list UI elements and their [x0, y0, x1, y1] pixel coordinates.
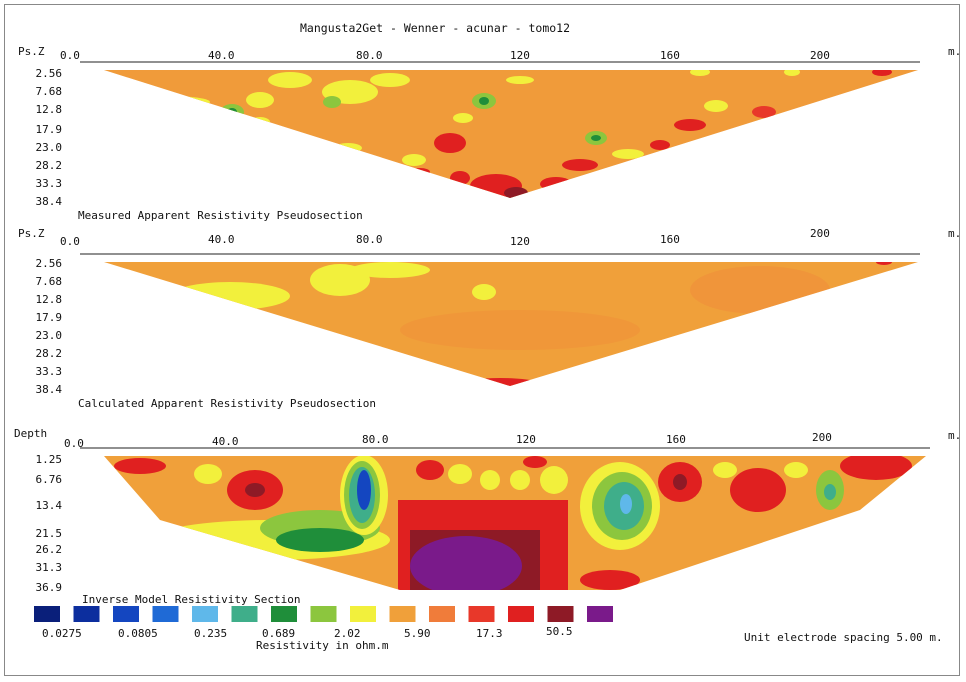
legend-label: 50.5 [546, 625, 573, 638]
panel3-depth-tick: 36.9 [35, 581, 63, 594]
panel3-xtick: 0.0 [64, 437, 84, 450]
panel2-depth-tick: 23.0 [35, 329, 63, 342]
figure-frame [4, 4, 960, 676]
panel1-caption: Measured Apparent Resistivity Pseudosect… [78, 209, 363, 222]
legend-swatches [34, 606, 613, 622]
legend-swatch [271, 606, 297, 622]
panel1-depth-tick: 17.9 [35, 123, 63, 136]
panel3-axis-label: Depth [14, 427, 48, 440]
legend-swatch [73, 606, 100, 622]
panel2-axis-label: Ps.Z [18, 227, 45, 240]
legend-swatch [429, 606, 455, 622]
panel1-axis-label: Ps.Z [18, 45, 45, 58]
panel1-xtick: 160 [660, 49, 680, 62]
panel3-depth-tick: 31.3 [35, 561, 63, 574]
panel1-xtick: 40.0 [208, 49, 235, 62]
panel3-depth-tick: 21.5 [35, 527, 63, 540]
legend-swatch [547, 606, 574, 622]
panel3-xtick: 160 [666, 433, 686, 446]
legend-label: 0.0275 [42, 627, 82, 640]
panel2-xtick: 80.0 [356, 233, 383, 246]
panel2-xtick: 0.0 [60, 235, 80, 248]
legend-label: 0.235 [194, 627, 228, 640]
panel2-depth-tick: 12.8 [35, 293, 63, 306]
panel2-x-unit: m. [948, 227, 962, 240]
panel1-depth-tick: 23.0 [35, 141, 63, 154]
panel2-depth-tick: 38.4 [35, 383, 63, 396]
panel1-depth-tick: 33.3 [35, 177, 63, 190]
panel3-depth-tick: 1.25 [35, 453, 63, 466]
legend-label: 2.02 [334, 627, 361, 640]
legend-label: 0.689 [262, 627, 296, 640]
legend-swatch [468, 606, 495, 622]
panel3-depth-tick: 6.76 [35, 473, 63, 486]
inverse-model-section [104, 456, 926, 590]
legend-swatch [113, 606, 139, 622]
panel2-xtick: 120 [510, 235, 530, 248]
calculated-pseudosection [104, 262, 918, 386]
legend-swatch [231, 606, 258, 622]
panel1-x-unit: m. [948, 45, 962, 58]
panel3-xtick: 80.0 [362, 433, 389, 446]
panel1-xtick: 80.0 [356, 49, 383, 62]
panel3-depth-tick: 26.2 [35, 543, 63, 556]
panel3-xtick: 120 [516, 433, 536, 446]
panel3-x-unit: m. [948, 429, 962, 442]
legend-label: 5.90 [404, 627, 431, 640]
panel1-xtick: 120 [510, 49, 530, 62]
panel3-xtick: 40.0 [212, 435, 239, 448]
legend-swatch [310, 606, 337, 622]
figure-title: Mangusta2Get - Wenner - acunar - tomo12 [300, 21, 571, 35]
panel2-depth-tick: 28.2 [35, 347, 63, 360]
panel2-depth-tick: 33.3 [35, 365, 63, 378]
panel1-xtick: 200 [810, 49, 830, 62]
panel1-xtick: 0.0 [60, 49, 80, 62]
panel3-caption: Inverse Model Resistivity Section [82, 593, 301, 606]
legend-swatch [350, 606, 376, 622]
legend-swatch [587, 606, 613, 622]
legend-swatch [192, 606, 218, 622]
panel1-depth-tick: 7.68 [35, 85, 63, 98]
panel2-xtick: 160 [660, 233, 680, 246]
panel2-depth-tick: 7.68 [35, 275, 63, 288]
measured-pseudosection [104, 70, 918, 198]
electrode-spacing-note: Unit electrode spacing 5.00 m. [744, 631, 943, 644]
legend-label: 17.3 [476, 627, 503, 640]
legend-swatch [389, 606, 416, 622]
legend-swatch [508, 606, 534, 622]
axis-ticks [80, 61, 930, 449]
panel3-xtick: 200 [812, 431, 832, 444]
panel1-depth-tick: 38.4 [35, 195, 63, 208]
legend-label: 0.0805 [118, 627, 158, 640]
panel1-depth-tick: 12.8 [35, 103, 63, 116]
panel2-xtick: 200 [810, 227, 830, 240]
legend-swatch [152, 606, 179, 622]
panel3-depth-tick: 13.4 [35, 499, 63, 512]
panel2-depth-tick: 17.9 [35, 311, 63, 324]
panel2-caption: Calculated Apparent Resistivity Pseudose… [78, 397, 377, 410]
panel2-depth-tick: 2.56 [35, 257, 63, 270]
legend-swatch [34, 606, 60, 622]
panel1-depth-tick: 2.56 [35, 67, 63, 80]
panel1-depth-tick: 28.2 [35, 159, 63, 172]
legend-unit-label: Resistivity in ohm.m [256, 639, 389, 652]
panel2-xtick: 40.0 [208, 233, 235, 246]
